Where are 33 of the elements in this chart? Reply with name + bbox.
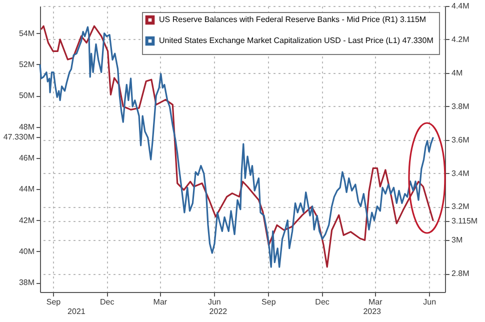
y2-tick-label: 3.6M xyxy=(452,135,470,144)
x-tick-label: Sep xyxy=(46,298,62,306)
y-tick-label: 40M xyxy=(18,246,35,256)
y-tick-label: 42M xyxy=(18,216,35,225)
y2-tick-label: 3.2M xyxy=(452,202,470,212)
y2-tick-label: 4.4M xyxy=(452,2,470,10)
x-tick-label: Dec xyxy=(100,298,114,306)
legend-label: United States Exchange Market Capitalization USD - Last Price (L1) 47.330M xyxy=(159,36,434,45)
y-tick-label: 54M xyxy=(18,28,35,38)
y-tick-label: 46M xyxy=(18,153,35,162)
y2-tick-label: 3.8M xyxy=(452,102,470,111)
y2-tick-label: 3M xyxy=(452,236,463,245)
y-tick-label: 47.330M xyxy=(3,132,35,142)
text: 2021 xyxy=(68,307,86,316)
text: 2023 xyxy=(363,307,382,316)
y-tick-label: 50M xyxy=(18,91,35,100)
y2-tick-label: 3.115M xyxy=(452,216,478,226)
y-tick-label: 38M xyxy=(18,278,35,288)
y2-tick-label: 3.4M xyxy=(452,168,470,178)
x-tick-label: Mar xyxy=(153,298,168,306)
y-tick-label: 52M xyxy=(18,60,35,69)
y2-tick-label: 2.8M xyxy=(452,269,470,278)
legend-label: US Reserve Balances with Federal Reserve Banks - Mid Price (R1) 3.115M xyxy=(159,15,426,24)
x-tick-label: Jun xyxy=(423,298,436,306)
x-tick-label: Jun xyxy=(208,298,221,306)
y2-tick-label: 4M xyxy=(452,68,463,78)
x-tick-label: Sep xyxy=(262,298,276,306)
y-tick-label: 44M xyxy=(18,184,35,194)
y-tick-label: 48M xyxy=(18,122,35,132)
y2-tick-label: 4.2M xyxy=(452,34,470,44)
x-tick-label: Dec xyxy=(315,298,330,306)
x-tick-label: Mar xyxy=(368,298,383,306)
text: 2022 xyxy=(209,307,228,316)
